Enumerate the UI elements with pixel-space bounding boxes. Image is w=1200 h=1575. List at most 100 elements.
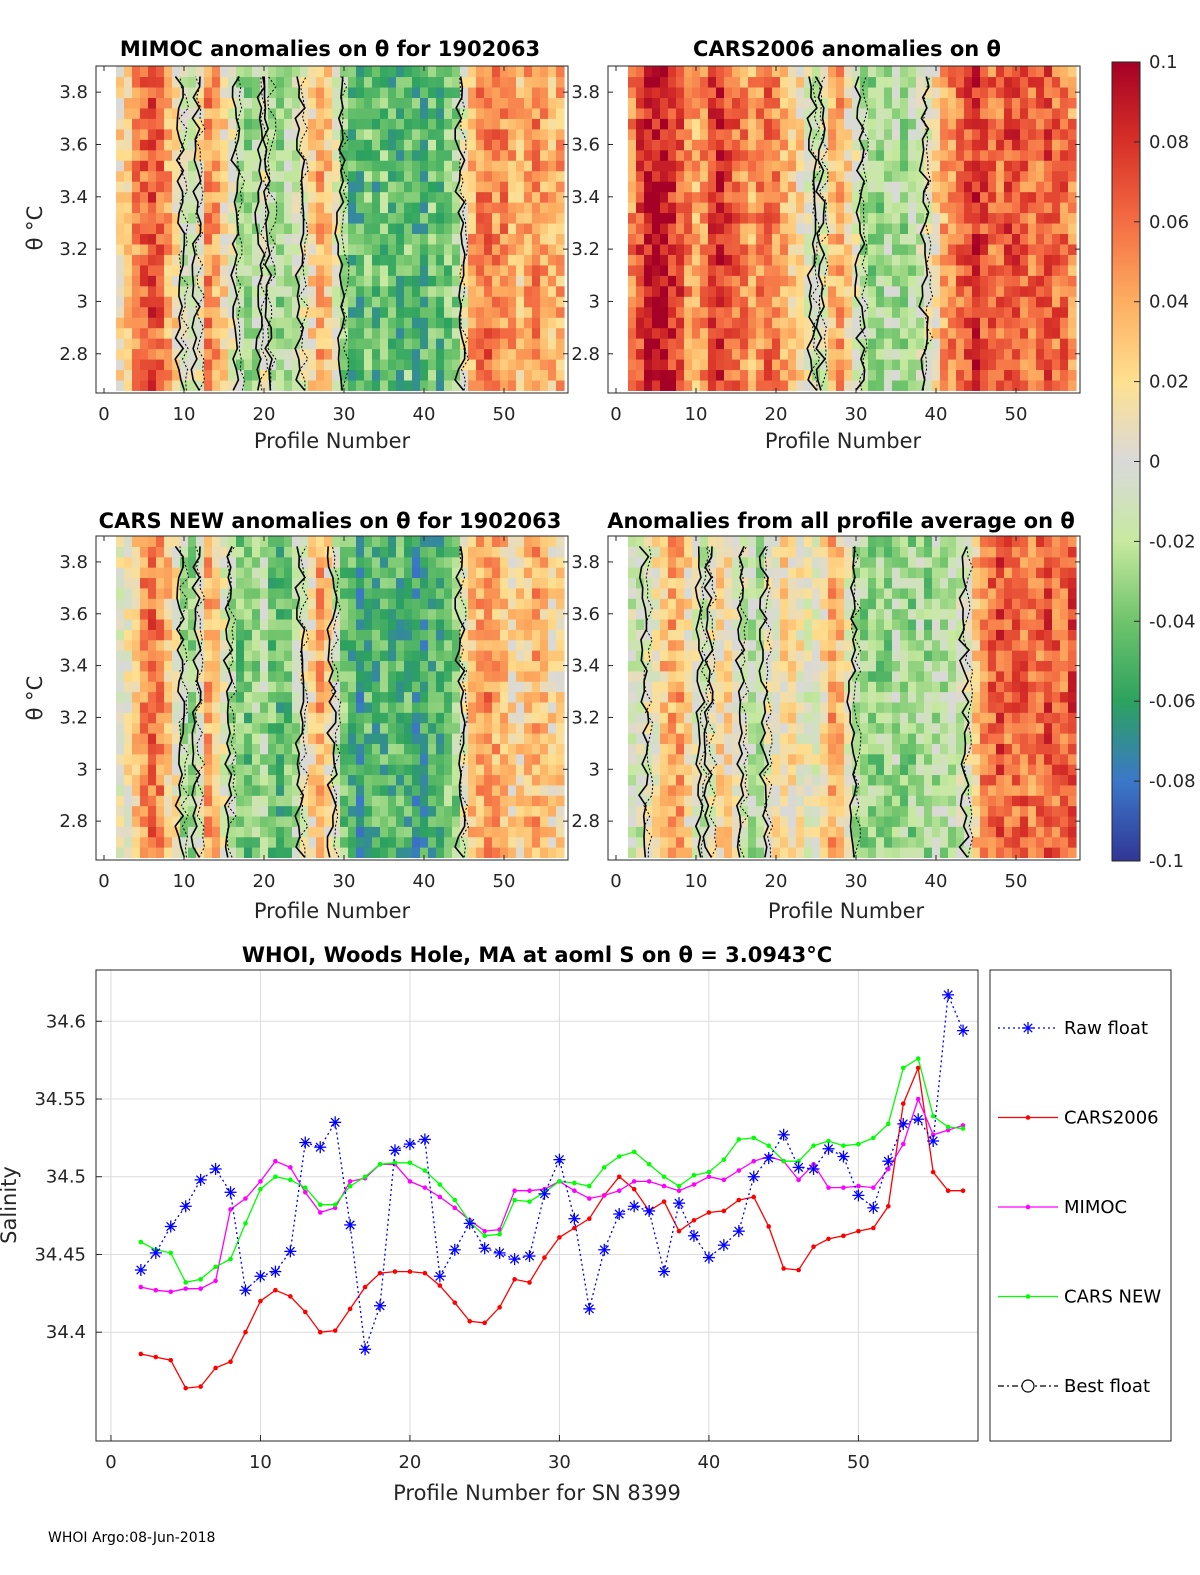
- heatmap-cell: [396, 97, 405, 109]
- heatmap-cell: [740, 118, 749, 130]
- heatmap-cell: [420, 577, 429, 589]
- heatmap-cell: [412, 139, 421, 151]
- heatmap-cell: [748, 97, 757, 109]
- heatmap-cell: [388, 254, 397, 266]
- heatmap-cell: [740, 128, 749, 140]
- heatmap-cell: [276, 170, 285, 182]
- heatmap-cell: [844, 275, 853, 287]
- heatmap-cell: [932, 181, 941, 193]
- heatmap-cell: [436, 139, 445, 151]
- heatmap-cell: [900, 149, 909, 161]
- heatmap-cell: [708, 181, 717, 193]
- heatmap-cell: [180, 847, 189, 859]
- heatmap-cell: [516, 149, 525, 161]
- heatmap-cell: [1044, 317, 1053, 329]
- heatmap-cell: [748, 118, 757, 130]
- heatmap-cell: [132, 670, 141, 682]
- heatmap-cell: [524, 66, 533, 78]
- heatmap-cell: [380, 650, 389, 662]
- heatmap-cell: [1044, 275, 1053, 287]
- heatmap-cell: [708, 66, 717, 78]
- heatmap-cell: [276, 118, 285, 130]
- heatmap-cell: [276, 847, 285, 859]
- heatmap-cell: [500, 128, 509, 140]
- heatmap-cell: [140, 660, 149, 672]
- heatmap-cell: [308, 181, 317, 193]
- heatmap-cell: [516, 254, 525, 266]
- heatmap-cell: [124, 805, 133, 817]
- heatmap-cell: [1052, 160, 1061, 172]
- heatmap-cell: [1020, 139, 1029, 151]
- heatmap-cell: [260, 774, 269, 786]
- heatmap-cell: [492, 306, 501, 318]
- heatmap-cell: [396, 618, 405, 630]
- heatmap-cell: [116, 369, 125, 381]
- heatmap-cell: [1036, 275, 1045, 287]
- heatmap-cell: [340, 836, 349, 848]
- heatmap-cell: [844, 160, 853, 172]
- heatmap-cell: [244, 222, 253, 235]
- heatmap-cell: [148, 650, 157, 662]
- heatmap-cell: [292, 66, 301, 78]
- heatmap-cell: [804, 181, 813, 193]
- heatmap-cell: [420, 546, 429, 558]
- heatmap-cell: [956, 306, 965, 318]
- heatmap-cell: [892, 202, 901, 214]
- heatmap-cell: [820, 243, 829, 255]
- heatmap-cell: [972, 149, 981, 161]
- heatmap-cell: [996, 191, 1005, 203]
- heatmap-cell: [444, 160, 453, 172]
- heatmap-cell: [956, 275, 965, 287]
- heatmap-cell: [548, 306, 557, 318]
- heatmap-cell: [764, 285, 773, 297]
- heatmap-cell: [380, 546, 389, 558]
- heatmap-cell: [908, 97, 917, 109]
- heatmap-cell: [1028, 97, 1037, 109]
- heatmap-cell: [396, 212, 405, 224]
- heatmap-cell: [396, 732, 405, 744]
- heatmap-cell: [252, 118, 261, 130]
- heatmap-cell: [348, 275, 357, 287]
- heatmap-cell: [804, 264, 813, 276]
- heatmap-cell: [732, 191, 741, 203]
- heatmap-cell: [964, 379, 973, 391]
- heatmap-cell: [988, 338, 997, 350]
- heatmap-cell: [900, 128, 909, 140]
- heatmap-cell: [380, 160, 389, 172]
- heatmap-cell: [828, 191, 837, 203]
- heatmap-cell: [412, 348, 421, 360]
- heatmap-cell: [252, 306, 261, 318]
- heatmap-cell: [524, 317, 533, 329]
- heatmap-cell: [772, 243, 781, 255]
- heatmap-cell: [988, 317, 997, 329]
- heatmap-cell: [468, 170, 477, 182]
- heatmap-cell: [180, 170, 189, 182]
- heatmap-cell: [148, 379, 157, 391]
- heatmap-cell: [468, 317, 477, 329]
- heatmap-cell: [804, 97, 813, 109]
- heatmap-cell: [476, 233, 485, 245]
- heatmap-cell: [548, 212, 557, 224]
- heatmap-cell: [924, 118, 933, 130]
- heatmap-cell: [932, 233, 941, 245]
- heatmap-cell: [756, 233, 765, 245]
- heatmap-cell: [340, 618, 349, 630]
- heatmap-cell: [828, 212, 837, 224]
- heatmap-cell: [132, 556, 141, 568]
- heatmap-cell: [428, 670, 437, 682]
- heatmap-cell: [212, 660, 221, 672]
- heatmap-cell: [1068, 160, 1077, 172]
- heatmap-cell: [828, 222, 837, 235]
- heatmap-cell: [236, 836, 245, 848]
- heatmap-cell: [676, 275, 685, 287]
- heatmap-cell: [372, 149, 381, 161]
- heatmap-cell: [244, 264, 253, 276]
- heatmap-cell: [380, 264, 389, 276]
- heatmap-cell: [740, 202, 749, 214]
- heatmap-cell: [340, 536, 349, 547]
- heatmap-cell: [980, 97, 989, 109]
- heatmap-cell: [220, 212, 229, 224]
- heatmap-cell: [420, 128, 429, 140]
- heatmap-cell: [300, 327, 309, 339]
- heatmap-cell: [980, 243, 989, 255]
